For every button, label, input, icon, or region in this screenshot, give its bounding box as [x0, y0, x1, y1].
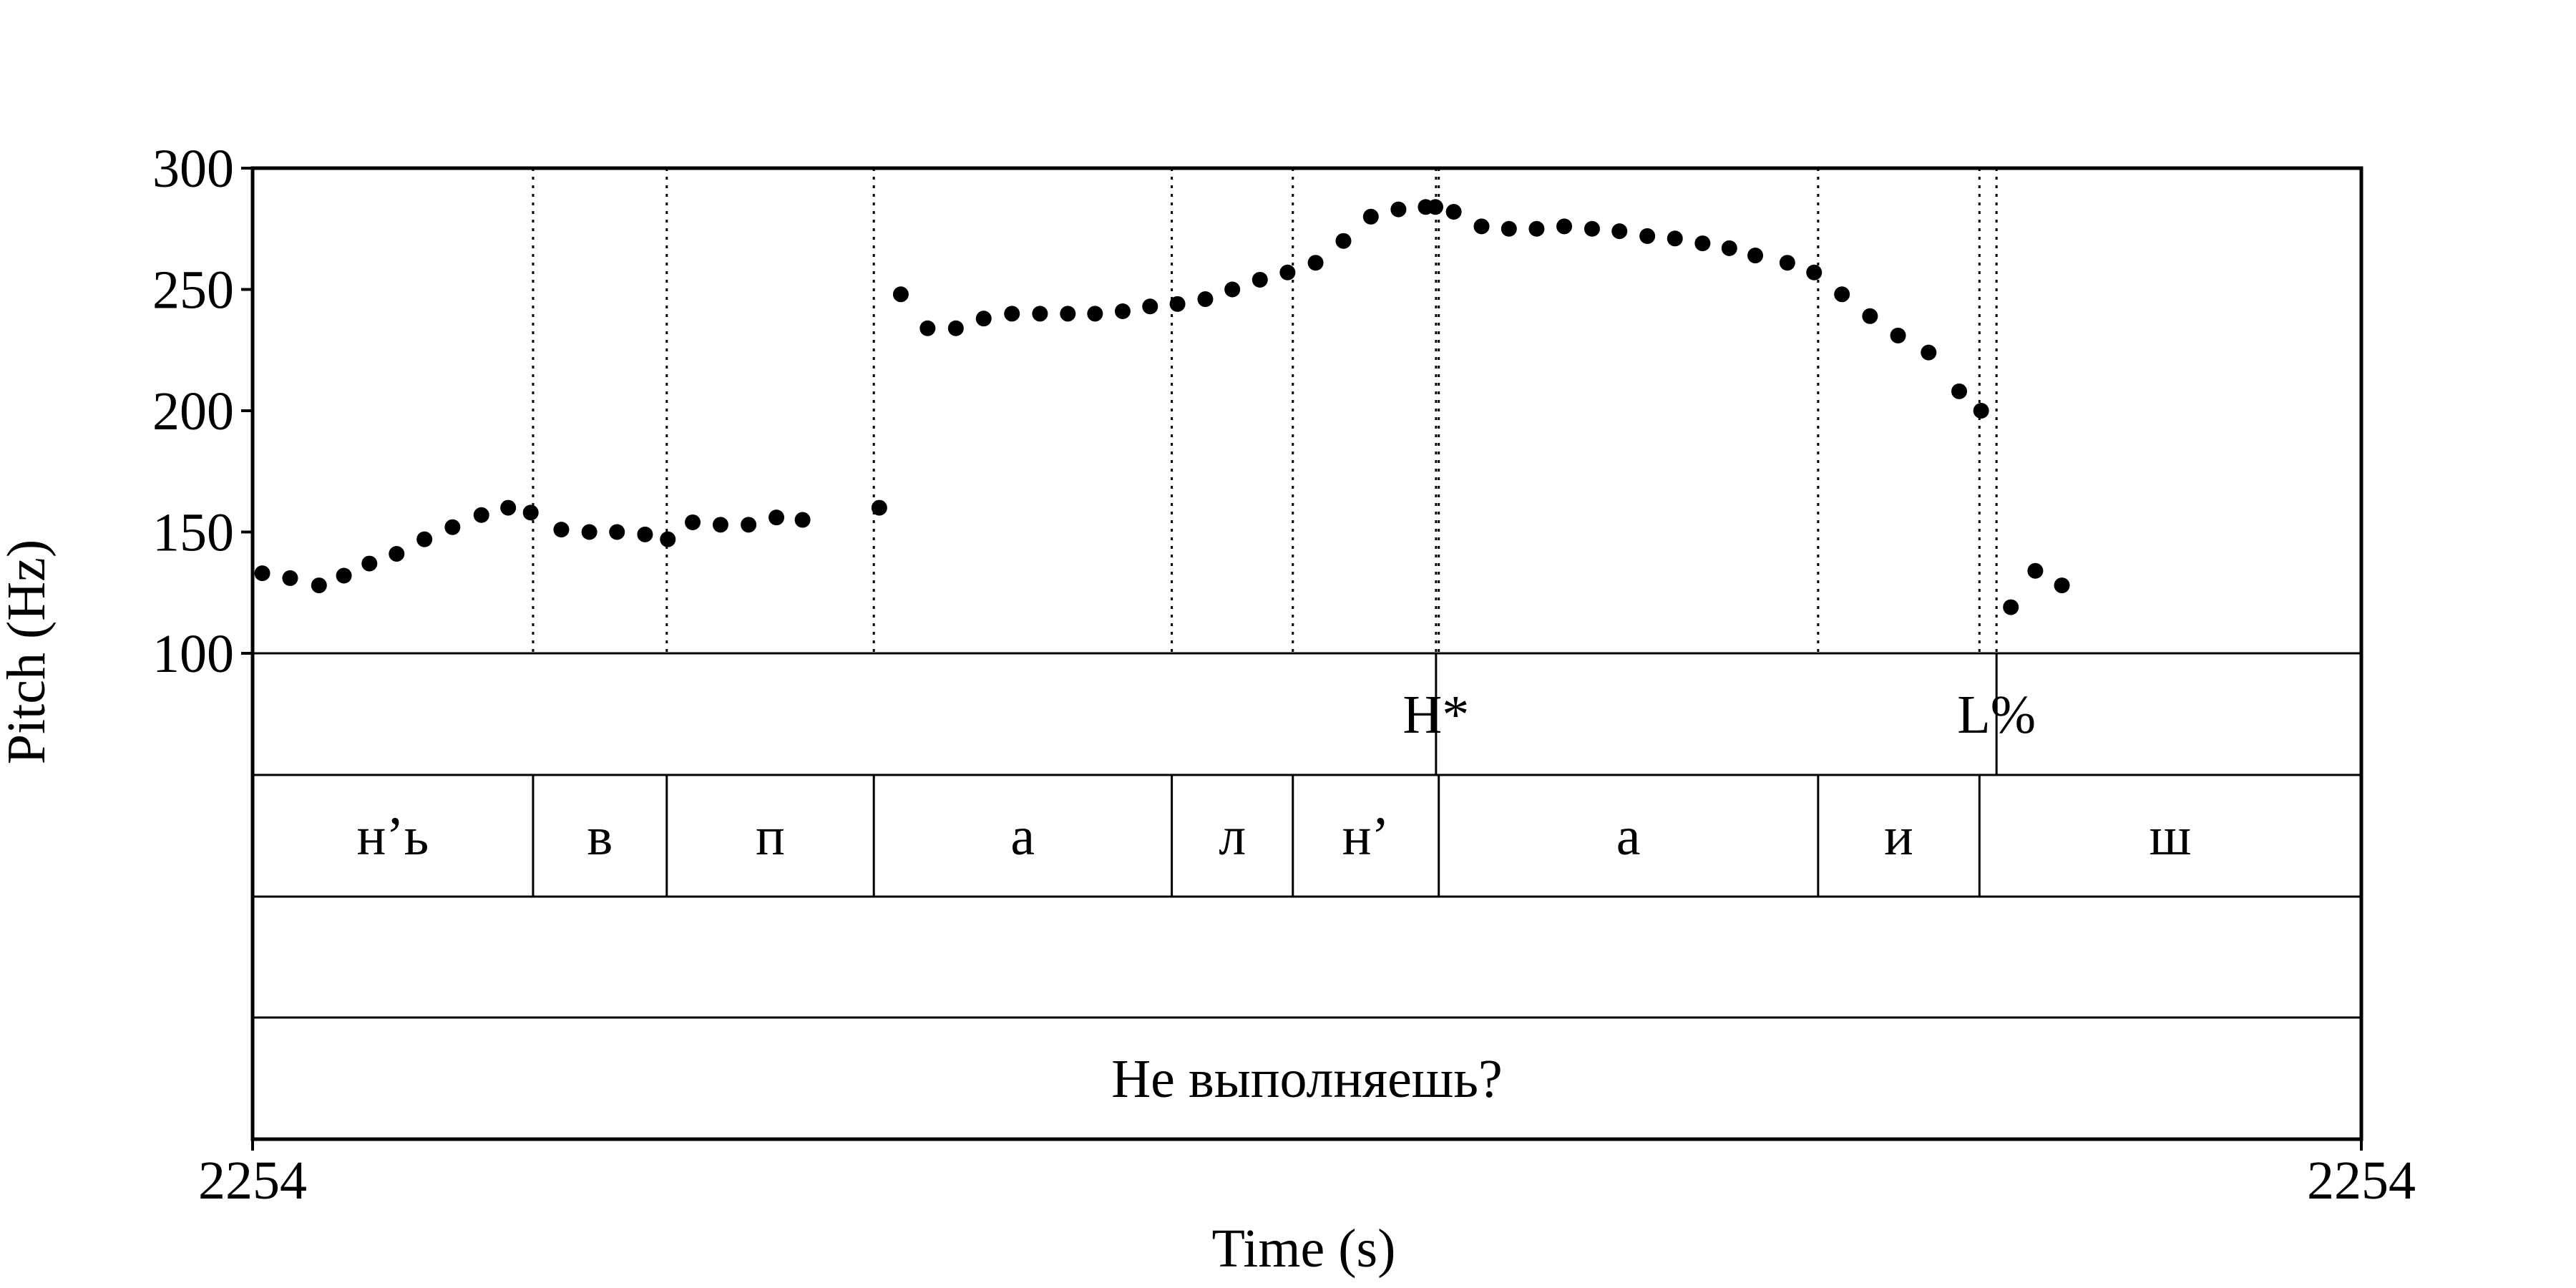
pitch-point [336, 567, 352, 584]
pitch-point [1584, 220, 1600, 237]
pitch-point [1951, 383, 1968, 399]
pitch-point [1890, 327, 1906, 343]
pitch-point [1307, 255, 1324, 271]
pitch-point [1224, 281, 1241, 298]
plot-area [532, 168, 1998, 653]
pitch-point [1362, 208, 1379, 225]
pitch-point [1427, 199, 1443, 215]
pitch-point [2054, 577, 2070, 594]
y-tick-label: 300 [152, 139, 234, 199]
pitch-point [1639, 228, 1656, 244]
pitch-point [712, 517, 728, 533]
tier-label: Не выполняешь? [1111, 1049, 1502, 1109]
pitch-point [1032, 306, 1048, 322]
x-tick-label-end: 2254 [2307, 1151, 2416, 1211]
y-tick-label: 250 [152, 260, 234, 321]
tier-label: п [756, 806, 785, 867]
tier-label: а [1010, 806, 1035, 867]
pitch-point [1473, 218, 1490, 235]
pitch-point [794, 512, 811, 528]
pitch-point [660, 531, 676, 547]
tier-label: н’ [1342, 806, 1390, 867]
pitch-point [609, 524, 625, 540]
pitch-point [871, 499, 887, 516]
axes: 100 150 200 250 300 [152, 139, 2363, 1151]
pitch-point [947, 320, 964, 336]
pitch-point [1747, 248, 1764, 264]
pitch-point [416, 531, 433, 547]
pitch-point [1252, 271, 1268, 288]
pitch-point [1060, 306, 1076, 322]
pitch-point [311, 577, 327, 594]
tier-label: н’ь [357, 806, 429, 867]
pitch-point [1528, 220, 1545, 237]
pitch-point [1142, 298, 1158, 315]
pitch-point [473, 507, 489, 523]
pitch-point [1806, 264, 1823, 280]
pitch-point [1169, 296, 1186, 312]
pitch-point [975, 311, 992, 327]
pitch-point [2027, 562, 2044, 579]
pitch-point [1667, 230, 1683, 247]
tier-label: в [587, 806, 613, 867]
pitch-point [1197, 291, 1214, 308]
pitch-point [1862, 308, 1878, 324]
pitch-point [1556, 218, 1573, 235]
pitch-point [1779, 255, 1795, 271]
tier-label: а [1616, 806, 1641, 867]
pitch-point [1390, 201, 1407, 218]
pitch-point [2003, 599, 2019, 615]
annotation-tiers: H* L% н’ь в п а л н’ а и ш Не выполняешь? [253, 652, 2361, 1109]
tier-label: H* [1402, 685, 1469, 745]
y-tick-label: 200 [152, 381, 234, 441]
tier-label: L% [1957, 685, 2036, 745]
tier-label: л [1219, 806, 1246, 867]
pitch-point [919, 320, 936, 336]
pitch-point [1279, 264, 1296, 280]
y-tick-label: 150 [152, 503, 234, 563]
pitch-point [1921, 344, 1937, 361]
x-tick-label-start: 2254 [198, 1151, 307, 1211]
pitch-point [1611, 223, 1628, 240]
pitch-points [254, 199, 2070, 615]
pitch-point [254, 565, 270, 582]
pitch-point [361, 555, 378, 572]
pitch-point [522, 504, 539, 521]
pitch-point [1721, 240, 1737, 256]
pitch-point [389, 546, 405, 562]
tier-label: ш [2150, 806, 2192, 867]
pitch-point [553, 522, 570, 538]
pitch-point [1004, 306, 1020, 322]
pitch-point [581, 524, 597, 540]
pitch-point [1501, 220, 1517, 237]
pitch-point [1445, 204, 1462, 220]
pitch-point [444, 519, 461, 535]
pitch-point [685, 514, 701, 530]
pitch-point [637, 526, 653, 542]
pitch-point [1694, 235, 1711, 252]
pitch-point [1114, 303, 1131, 320]
pitch-point [1973, 403, 1989, 419]
pitch-point [500, 499, 517, 516]
pitch-point [1335, 233, 1352, 249]
pitch-point [282, 570, 298, 586]
pitch-point [1834, 286, 1850, 303]
pitch-point [1087, 306, 1103, 322]
y-axis-title: Pitch (Hz) [0, 540, 57, 764]
pitch-point [892, 286, 909, 303]
y-tick-label: 100 [152, 624, 234, 684]
x-axis-title: Time (s) [1212, 1219, 1396, 1279]
tier-label: и [1884, 806, 1913, 867]
pitch-point [769, 509, 785, 526]
pitch-point [741, 517, 757, 533]
